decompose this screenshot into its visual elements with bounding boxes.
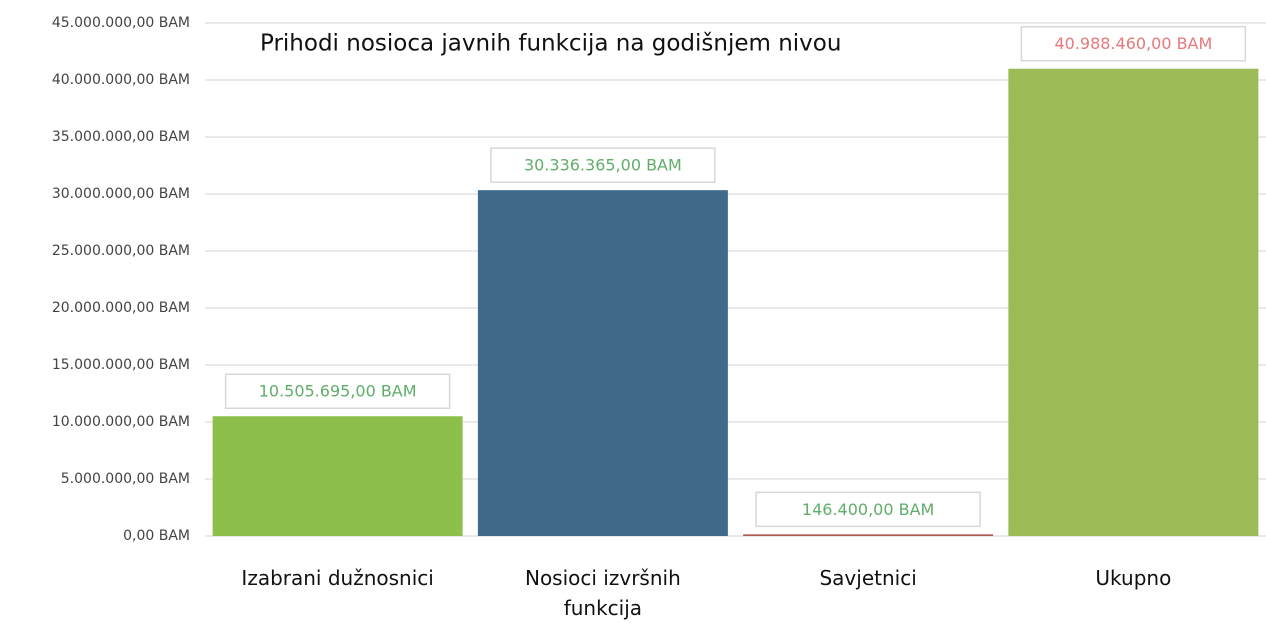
y-tick-label: 20.000.000,00 BAM [52,300,190,316]
bar [1008,68,1259,536]
data-label: 146.400,00 BAM [802,500,934,519]
bar [743,534,994,536]
data-label: 40.988.460,00 BAM [1054,34,1212,53]
chart-title: Prihodi nosioca javnih funkcija na godiš… [260,31,841,57]
data-label-box [755,491,981,528]
bar [477,190,728,536]
x-tick-label: Ukupno [1095,566,1172,590]
bar [212,416,463,536]
x-tick-label: Izabrani dužnosnici [241,566,434,590]
data-label-box [224,373,451,409]
data-label-box [1020,25,1247,62]
y-tick-label: 5.000.000,00 BAM [61,471,190,487]
y-tick-label: 15.000.000,00 BAM [52,357,190,373]
data-label-box [490,147,716,183]
y-tick-label: 35.000.000,00 BAM [52,129,190,145]
x-tick-label: Nosioci izvršnih funkcija [524,566,681,620]
y-tick-label: 30.000.000,00 BAM [52,186,190,202]
y-tick-label: 10.000.000,00 BAM [52,414,190,430]
y-tick-label: 40.000.000,00 BAM [52,72,190,88]
x-tick-label: Savjetnici [819,566,917,590]
y-tick-label: 45.000.000,00 BAM [52,15,190,31]
data-label: 10.505.695,00 BAM [259,382,417,401]
data-label: 30.336.365,00 BAM [524,156,682,175]
y-tick-label: 0,00 BAM [123,528,190,544]
y-tick-label: 25.000.000,00 BAM [52,243,190,259]
